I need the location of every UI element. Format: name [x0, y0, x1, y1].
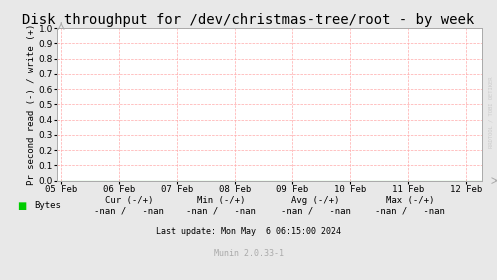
Text: Last update: Mon May  6 06:15:00 2024: Last update: Mon May 6 06:15:00 2024	[156, 227, 341, 235]
Text: Min (-/+): Min (-/+)	[197, 196, 246, 205]
Text: -nan /   -nan: -nan / -nan	[281, 207, 350, 216]
Text: Cur (-/+): Cur (-/+)	[105, 196, 154, 205]
Text: Max (-/+): Max (-/+)	[386, 196, 434, 205]
Text: -nan /   -nan: -nan / -nan	[94, 207, 164, 216]
Text: Bytes: Bytes	[34, 201, 61, 210]
Text: RRDTOOL / TOBI OETIKER: RRDTOOL / TOBI OETIKER	[489, 76, 494, 148]
Text: ■: ■	[17, 201, 27, 211]
Text: -nan /   -nan: -nan / -nan	[375, 207, 445, 216]
Text: Munin 2.0.33-1: Munin 2.0.33-1	[214, 249, 283, 258]
Y-axis label: Pr second read (-) / write (+): Pr second read (-) / write (+)	[27, 24, 36, 185]
Text: Avg (-/+): Avg (-/+)	[291, 196, 340, 205]
Text: Disk throughput for /dev/christmas-tree/root - by week: Disk throughput for /dev/christmas-tree/…	[22, 13, 475, 27]
Text: -nan /   -nan: -nan / -nan	[186, 207, 256, 216]
